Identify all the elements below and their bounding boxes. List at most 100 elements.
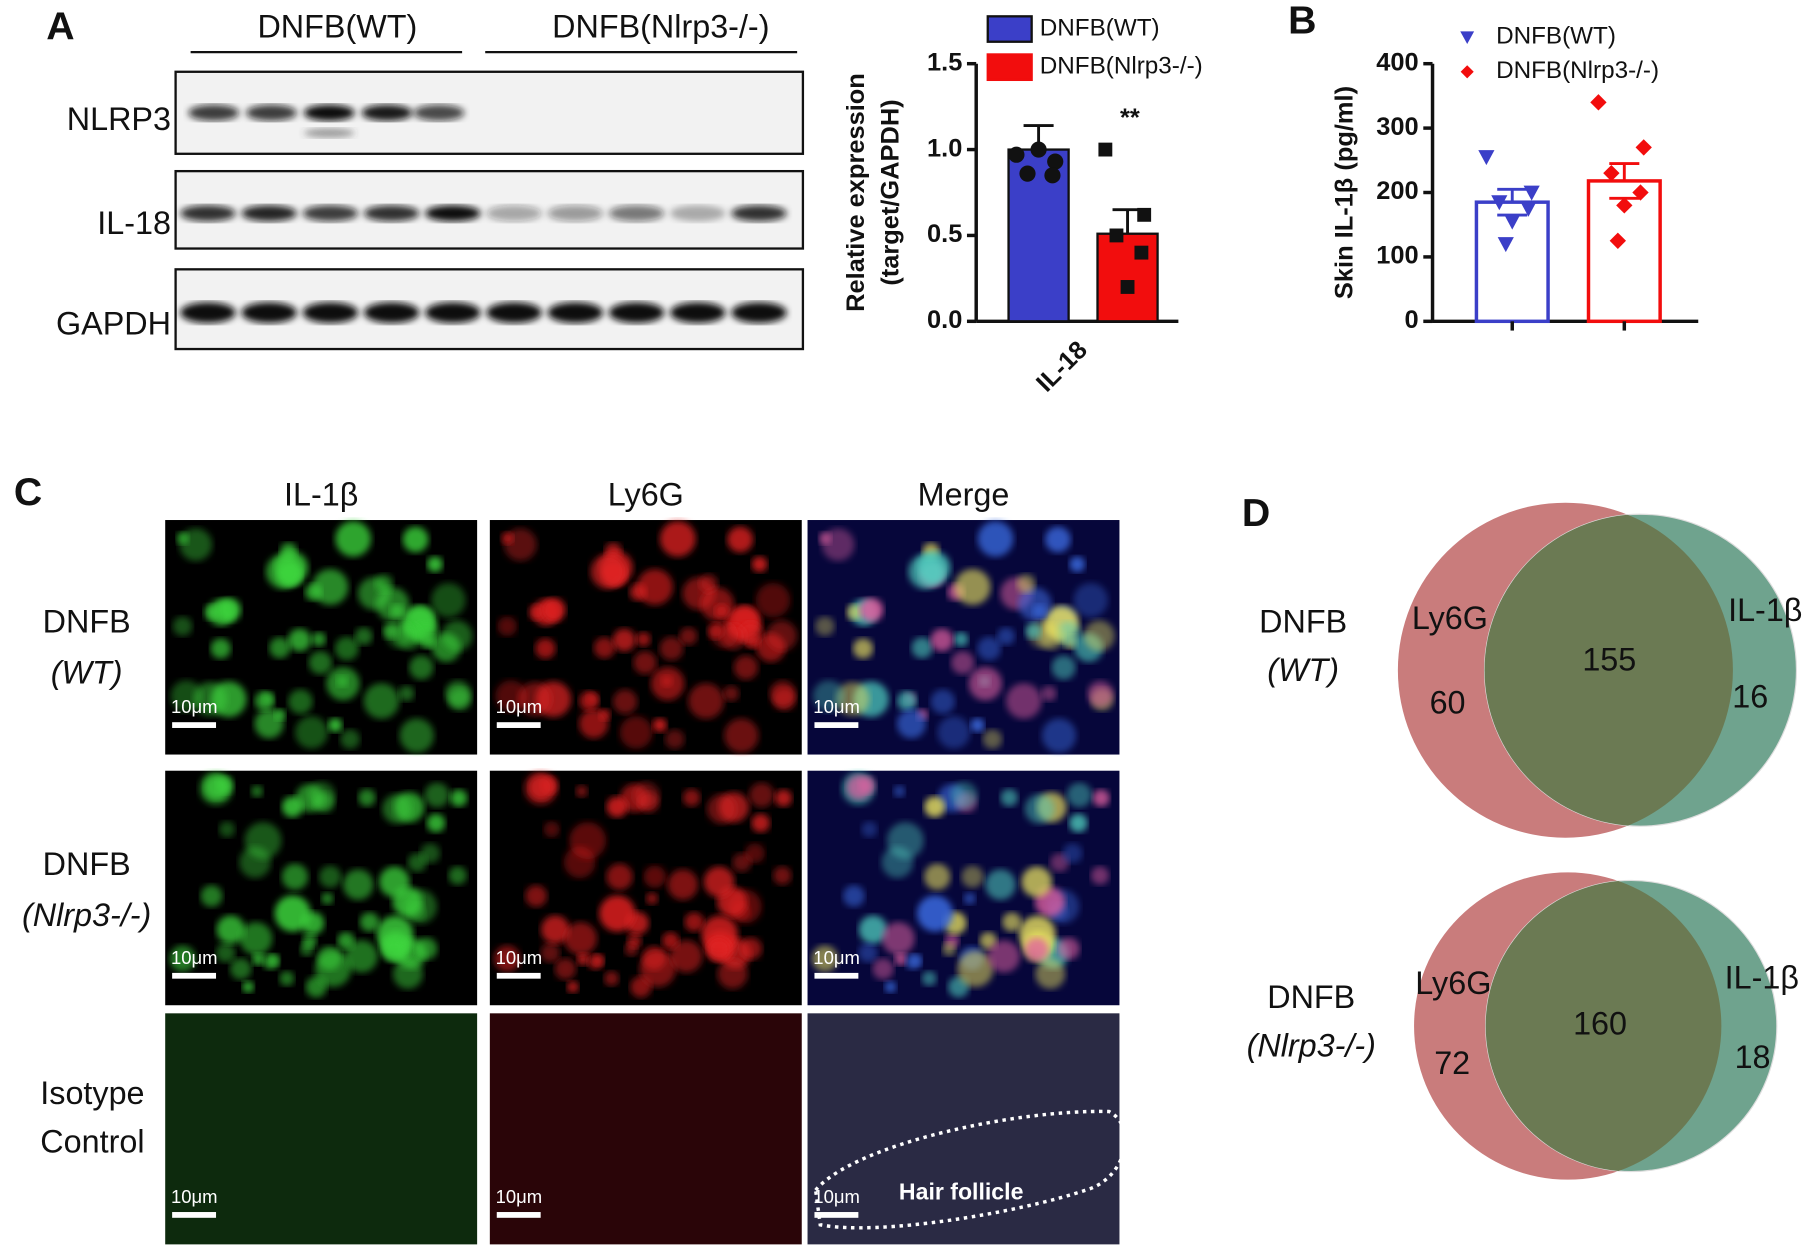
cell — [345, 940, 378, 973]
cell — [963, 892, 976, 905]
cell — [311, 631, 326, 647]
cell — [707, 794, 737, 824]
band — [547, 302, 604, 324]
cell — [308, 651, 332, 675]
cell — [399, 718, 434, 753]
y-tick-label: 200 — [1376, 177, 1418, 205]
data-point — [1632, 184, 1649, 201]
cell — [970, 718, 985, 733]
cell — [852, 638, 874, 659]
cell — [599, 895, 636, 932]
blot-row-label: IL-18 — [97, 205, 171, 241]
cell — [897, 691, 917, 711]
y-tick-label: 100 — [1376, 242, 1418, 270]
data-point — [1098, 142, 1113, 157]
cell — [392, 958, 423, 989]
cell — [905, 954, 922, 970]
cell — [987, 940, 1021, 973]
cell — [961, 865, 984, 888]
cell — [170, 680, 203, 712]
cell — [587, 954, 604, 970]
band — [363, 205, 420, 222]
cell — [612, 689, 638, 714]
cell — [402, 526, 429, 553]
cell — [813, 680, 845, 712]
row-label: Isotype — [40, 1075, 144, 1111]
cell — [682, 789, 701, 807]
data-point — [1030, 141, 1047, 158]
cell — [1025, 622, 1042, 640]
cell — [684, 912, 704, 932]
cell — [632, 781, 660, 809]
cell — [230, 958, 252, 980]
cell — [755, 582, 791, 618]
data-point — [1134, 245, 1149, 260]
scale-label: 10μm — [813, 947, 860, 968]
panel-label: C — [14, 470, 42, 514]
cell — [724, 718, 759, 753]
cell — [566, 981, 579, 993]
cell — [664, 729, 685, 750]
cell — [733, 655, 759, 680]
cell — [1090, 866, 1110, 885]
cell — [528, 775, 554, 800]
cell — [893, 785, 906, 798]
blot-group: DNFB(Nlrp3-/-) — [552, 9, 769, 45]
cell — [543, 821, 560, 838]
cell — [217, 598, 241, 622]
bar — [1096, 232, 1159, 323]
cell — [636, 631, 651, 647]
cell — [564, 922, 597, 955]
cell — [1032, 604, 1047, 619]
cell — [859, 598, 884, 622]
cell — [636, 568, 673, 605]
cell — [382, 622, 399, 640]
cell — [579, 709, 609, 739]
legend-label: DNFB(Nlrp3-/-) — [1040, 53, 1203, 80]
cell — [954, 568, 991, 605]
cell — [219, 821, 235, 838]
cell — [950, 781, 978, 809]
band — [486, 302, 542, 324]
cell — [714, 604, 729, 619]
cell — [916, 895, 954, 932]
cell — [354, 627, 373, 646]
set-label: IL-1β — [1728, 592, 1802, 628]
cell — [525, 885, 548, 907]
set-label: IL-1β — [1725, 959, 1799, 995]
cell — [751, 813, 770, 833]
cell — [707, 937, 731, 962]
data-point — [1590, 94, 1607, 111]
legend-marker — [1460, 31, 1475, 45]
cell — [667, 869, 699, 900]
cell — [707, 622, 724, 640]
legend-label: DNFB(Nlrp3-/-) — [1496, 57, 1659, 84]
cell — [1051, 655, 1076, 680]
cell — [1087, 681, 1114, 707]
data-point — [1523, 185, 1540, 201]
cell — [1025, 937, 1049, 962]
y-axis-label: Skin IL-1β (pg/ml) — [1331, 86, 1359, 299]
row-label: (Nlrp3-/-) — [1247, 1028, 1376, 1064]
cell — [1002, 912, 1022, 932]
scale-label: 10μm — [813, 1186, 860, 1207]
cell — [210, 638, 231, 659]
cell — [203, 604, 220, 621]
data-point — [1497, 237, 1514, 253]
cell — [279, 971, 295, 986]
cell — [650, 666, 685, 701]
cell — [363, 683, 400, 719]
scale-bar — [172, 1212, 217, 1218]
cell — [450, 789, 468, 807]
cell — [263, 954, 279, 970]
data-point — [1491, 195, 1508, 211]
cell — [699, 574, 718, 594]
cell — [1016, 574, 1036, 594]
cell — [281, 796, 303, 818]
data-point — [1635, 139, 1652, 156]
cell — [723, 685, 739, 702]
cell — [1062, 843, 1083, 864]
cell — [541, 915, 570, 944]
cell — [749, 782, 775, 808]
